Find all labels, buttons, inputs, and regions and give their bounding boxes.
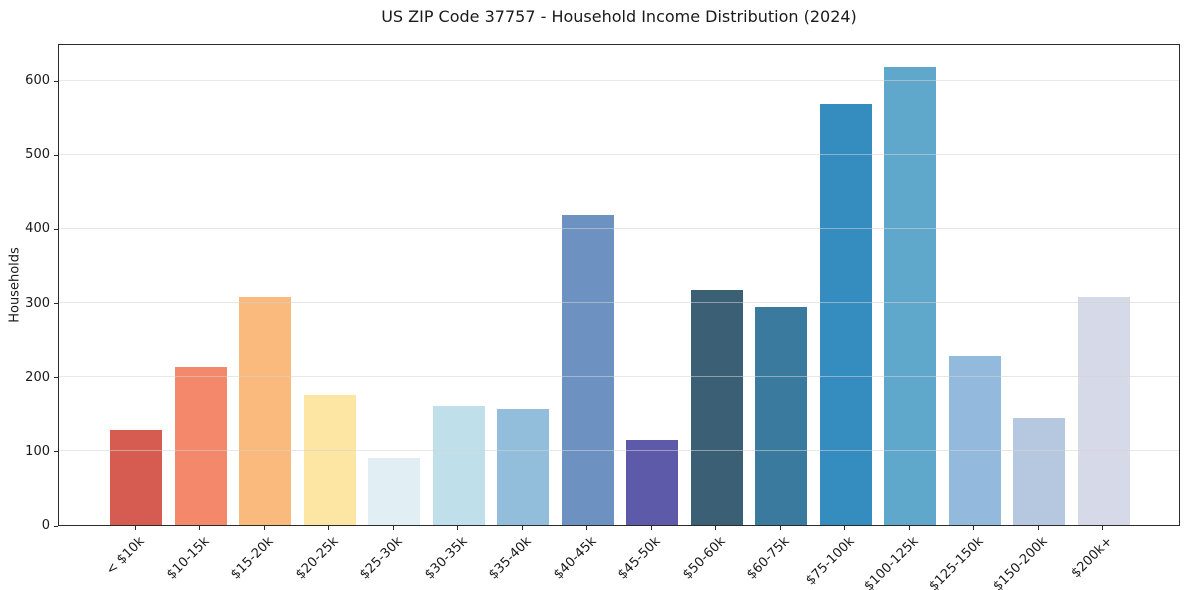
x-tick-mark bbox=[134, 526, 136, 530]
bar bbox=[432, 406, 485, 525]
bar bbox=[626, 440, 678, 525]
bar bbox=[819, 103, 872, 525]
x-tick-mark bbox=[328, 526, 329, 530]
x-tick-mark bbox=[586, 526, 587, 530]
x-tick-mark bbox=[973, 526, 974, 530]
y-tick-mark bbox=[54, 154, 58, 156]
bar bbox=[303, 394, 356, 525]
gridline bbox=[59, 153, 1179, 155]
y-tick-label: 300 bbox=[25, 295, 50, 311]
plot-area bbox=[58, 44, 1180, 526]
x-tick-mark bbox=[392, 526, 394, 530]
x-tick-mark bbox=[779, 526, 781, 530]
bar bbox=[1013, 418, 1065, 525]
x-tick-mark bbox=[199, 526, 200, 530]
x-tick-mark bbox=[1102, 526, 1103, 530]
bar bbox=[174, 367, 227, 525]
bar bbox=[948, 355, 1001, 525]
x-tick-mark bbox=[715, 526, 716, 530]
x-tick-mark bbox=[908, 526, 910, 530]
bar bbox=[690, 289, 743, 525]
bar bbox=[755, 307, 807, 525]
x-tick-mark bbox=[844, 526, 845, 530]
bar bbox=[239, 296, 291, 525]
y-tick-label: 0 bbox=[41, 518, 50, 533]
y-tick-mark bbox=[54, 377, 58, 379]
x-tick-mark bbox=[1037, 526, 1039, 530]
y-tick-label: 100 bbox=[25, 443, 50, 459]
bar bbox=[1077, 296, 1130, 525]
y-tick-mark bbox=[54, 80, 58, 82]
x-tick-mark bbox=[457, 526, 458, 530]
y-tick-label: 200 bbox=[25, 369, 50, 385]
y-axis-label: Households bbox=[7, 247, 23, 323]
y-tick-mark bbox=[54, 451, 58, 453]
gridline bbox=[59, 79, 1179, 81]
y-tick-label: 400 bbox=[25, 221, 50, 237]
x-tick-mark bbox=[521, 526, 523, 530]
bar bbox=[561, 215, 614, 525]
bar bbox=[110, 430, 162, 525]
y-tick-label: 600 bbox=[25, 73, 50, 89]
y-tick-mark bbox=[54, 228, 58, 230]
y-tick-mark bbox=[54, 525, 58, 527]
x-tick-label: < $10k bbox=[103, 534, 148, 579]
gridline bbox=[59, 450, 1179, 452]
y-tick-label: 500 bbox=[25, 147, 50, 163]
bar bbox=[884, 67, 936, 525]
chart-title: US ZIP Code 37757 - Household Income Dis… bbox=[381, 7, 857, 26]
x-tick-mark bbox=[263, 526, 265, 530]
y-tick-mark bbox=[54, 303, 58, 305]
gridline bbox=[59, 227, 1179, 229]
gridline bbox=[59, 376, 1179, 378]
bar bbox=[497, 409, 549, 525]
bar bbox=[368, 458, 420, 525]
gridline bbox=[59, 302, 1179, 304]
x-tick-mark bbox=[650, 526, 652, 530]
